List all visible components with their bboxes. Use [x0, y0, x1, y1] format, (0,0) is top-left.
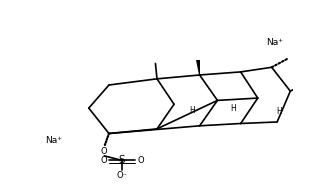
- Text: O: O: [101, 147, 108, 157]
- Text: H: H: [189, 106, 195, 115]
- Text: S: S: [119, 155, 126, 166]
- Text: O: O: [100, 156, 107, 165]
- Polygon shape: [196, 60, 200, 75]
- Text: H: H: [230, 104, 236, 113]
- Text: H: H: [276, 107, 282, 116]
- Text: O⁻: O⁻: [117, 171, 127, 180]
- Text: Na⁺: Na⁺: [45, 136, 62, 145]
- Text: Na⁺: Na⁺: [266, 38, 283, 47]
- Text: O: O: [138, 156, 144, 165]
